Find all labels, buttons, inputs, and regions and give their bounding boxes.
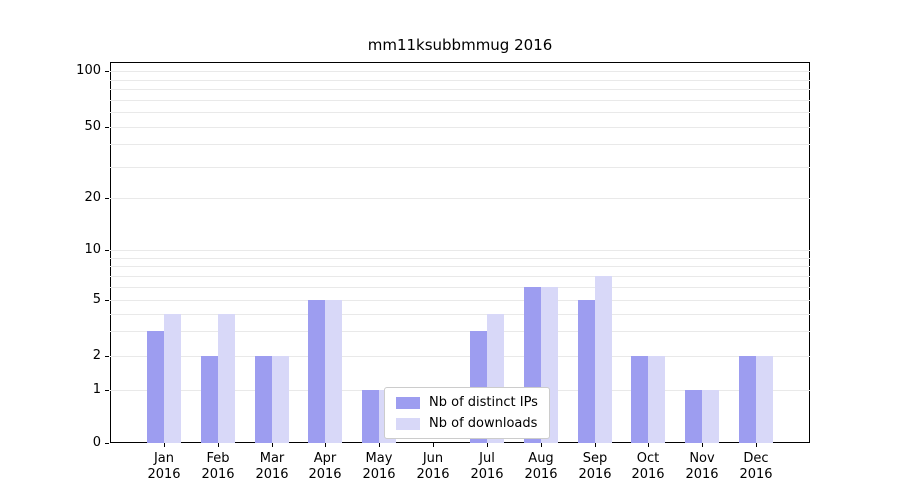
y-gridline <box>110 258 810 259</box>
x-tick-mark <box>702 443 703 447</box>
x-tick-label: Apr 2016 <box>308 451 342 483</box>
bar-downloads-apr <box>325 300 343 443</box>
x-tick-label: Jan 2016 <box>147 451 181 483</box>
y-gridline <box>110 100 810 101</box>
bar-downloads-sep <box>594 275 612 443</box>
legend-swatch-downloads <box>396 417 420 430</box>
bar-distinct-ips-oct <box>631 356 649 443</box>
y-gridline <box>110 300 810 301</box>
legend-item-downloads: Nb of downloads <box>396 416 538 431</box>
x-tick-mark <box>756 443 757 447</box>
x-tick-label: Sep 2016 <box>578 451 612 483</box>
y-gridline <box>110 276 810 277</box>
bar-distinct-ips-may <box>362 390 380 443</box>
bar-downloads-dec <box>756 356 774 443</box>
y-gridline <box>110 167 810 168</box>
y-gridline <box>110 89 810 90</box>
legend-label-downloads: Nb of downloads <box>429 416 538 431</box>
bar-downloads-nov <box>702 390 720 443</box>
x-tick-label: Nov 2016 <box>685 451 719 483</box>
bar-distinct-ips-jan <box>146 331 164 443</box>
y-tick-mark <box>105 356 109 357</box>
legend-item-distinct-ips: Nb of distinct IPs <box>396 395 538 410</box>
bar-distinct-ips-apr <box>308 300 326 443</box>
x-tick-mark <box>325 443 326 447</box>
y-gridline <box>110 80 810 81</box>
x-tick-mark <box>595 443 596 447</box>
y-gridline <box>110 356 810 357</box>
y-gridline <box>110 250 810 251</box>
y-tick-mark <box>105 71 109 72</box>
x-tick-label: Dec 2016 <box>739 451 773 483</box>
x-tick-label: Feb 2016 <box>201 451 235 483</box>
x-tick-mark <box>433 443 434 447</box>
y-tick-label: 20 <box>84 190 101 205</box>
y-tick-mark <box>105 443 109 444</box>
bar-downloads-feb <box>217 313 235 443</box>
x-tick-mark <box>487 443 488 447</box>
bar-downloads-oct <box>648 356 666 443</box>
x-tick-mark <box>272 443 273 447</box>
y-tick-label: 10 <box>84 242 101 257</box>
y-gridline <box>110 331 810 332</box>
y-tick-label: 1 <box>92 382 101 397</box>
bar-distinct-ips-sep <box>577 300 595 443</box>
x-tick-mark <box>648 443 649 447</box>
y-tick-label: 100 <box>76 63 101 78</box>
y-tick-mark <box>105 198 109 199</box>
bar-distinct-ips-feb <box>200 356 218 443</box>
x-tick-label: Aug 2016 <box>524 451 558 483</box>
x-tick-mark <box>379 443 380 447</box>
y-tick-mark <box>105 127 109 128</box>
chart-title: mm11ksubbmmug 2016 <box>367 36 553 54</box>
y-gridline <box>110 127 810 128</box>
y-tick-label: 50 <box>84 119 101 134</box>
y-gridline <box>110 314 810 315</box>
x-tick-label: Mar 2016 <box>255 451 289 483</box>
y-tick-label: 5 <box>92 292 101 307</box>
y-gridline <box>110 198 810 199</box>
bar-downloads-jan <box>163 313 181 443</box>
x-tick-label: Jul 2016 <box>470 451 504 483</box>
y-tick-mark <box>105 390 109 391</box>
bar-downloads-mar <box>271 356 289 443</box>
y-tick-mark <box>105 250 109 251</box>
y-gridline <box>110 112 810 113</box>
y-tick-label: 0 <box>92 435 101 450</box>
legend-swatch-distinct-ips <box>396 396 420 409</box>
y-tick-mark <box>105 300 109 301</box>
legend-label-distinct-ips: Nb of distinct IPs <box>429 395 538 410</box>
x-tick-mark <box>164 443 165 447</box>
y-gridline <box>110 144 810 145</box>
x-tick-mark <box>218 443 219 447</box>
bar-distinct-ips-nov <box>685 390 703 443</box>
x-tick-label: Oct 2016 <box>631 451 665 483</box>
y-gridline <box>110 266 810 267</box>
y-tick-label: 2 <box>92 348 101 363</box>
y-gridline <box>110 71 810 72</box>
bar-distinct-ips-dec <box>739 356 757 443</box>
x-tick-label: Jun 2016 <box>416 451 450 483</box>
legend: Nb of distinct IPs Nb of downloads <box>384 387 550 439</box>
x-tick-mark <box>541 443 542 447</box>
x-tick-label: May 2016 <box>362 451 396 483</box>
bar-distinct-ips-mar <box>254 356 272 443</box>
y-gridline <box>110 287 810 288</box>
